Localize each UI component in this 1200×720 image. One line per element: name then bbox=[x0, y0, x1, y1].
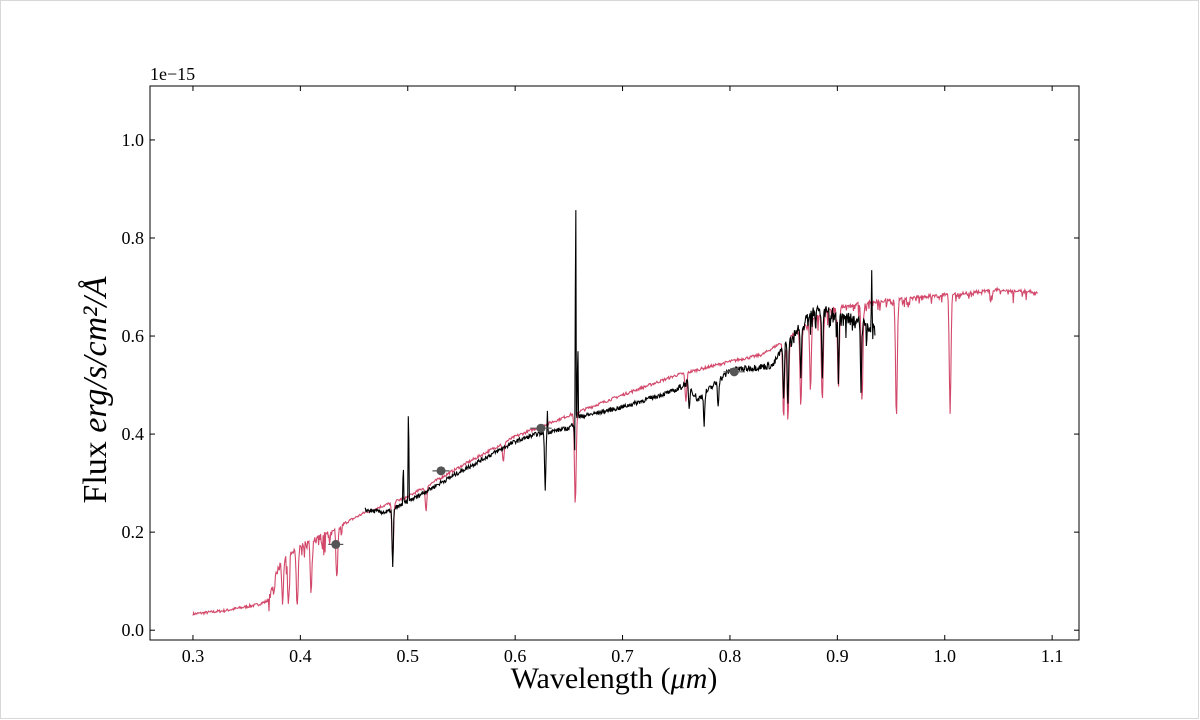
plot-area-border bbox=[149, 85, 1080, 641]
x-axis-title-prefix: Wavelength ( bbox=[511, 662, 671, 695]
x-tick-label: 0.4 bbox=[289, 646, 312, 666]
x-tick-label: 0.7 bbox=[611, 646, 634, 666]
plot-layers bbox=[192, 210, 1038, 616]
y-axis: 0.0 0.2 0.4 0.6 0.8 1.0 bbox=[122, 130, 1079, 640]
photometry-point bbox=[530, 423, 552, 433]
x-tick-label: 1.0 bbox=[934, 646, 957, 666]
observed-spectrum-line bbox=[364, 210, 876, 567]
x-axis-title: Wavelength (μm) bbox=[511, 662, 718, 695]
x-axis-title-suffix: ) bbox=[707, 662, 717, 695]
photometry-point bbox=[432, 466, 450, 476]
x-axis: 0.3 0.4 0.5 0.6 0.7 0.8 0.9 1.0 1.1 bbox=[182, 86, 1064, 666]
y-axis-title: Flux erg/s/cm²/Å bbox=[77, 276, 114, 503]
y-axis-title-unit: erg/s/cm²/Å bbox=[77, 276, 114, 432]
offset-text: 1e−15 bbox=[150, 64, 195, 84]
y-tick-label: 0.2 bbox=[122, 522, 145, 542]
photometry-marker bbox=[331, 539, 341, 549]
x-tick-label: 1.1 bbox=[1041, 646, 1064, 666]
x-tick-label: 0.3 bbox=[182, 646, 205, 666]
photometry-point bbox=[723, 367, 745, 377]
x-tick-label: 0.6 bbox=[504, 646, 527, 666]
y-tick-label: 0.0 bbox=[122, 620, 145, 640]
photometry-marker bbox=[536, 423, 546, 433]
photometry-marker bbox=[436, 466, 446, 476]
y-tick-label: 0.8 bbox=[122, 228, 145, 248]
model-spectrum-line bbox=[192, 286, 1038, 616]
x-tick-label: 0.9 bbox=[826, 646, 849, 666]
x-tick-label: 0.5 bbox=[397, 646, 420, 666]
y-tick-label: 0.4 bbox=[122, 424, 145, 444]
y-tick-label: 0.6 bbox=[122, 326, 145, 346]
y-axis-title-prefix: Flux bbox=[77, 433, 114, 504]
y-tick-label: 1.0 bbox=[122, 130, 145, 150]
photometry-marker bbox=[729, 367, 739, 377]
photometry-point bbox=[328, 539, 344, 549]
x-tick-label: 0.8 bbox=[719, 646, 742, 666]
x-axis-title-unit: μm bbox=[670, 662, 708, 695]
